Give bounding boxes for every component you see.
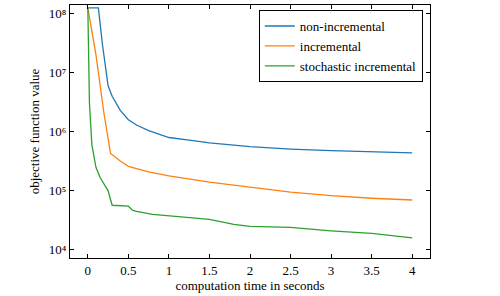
svg-text:3.5: 3.5: [363, 263, 379, 278]
svg-text:2.5: 2.5: [282, 263, 298, 278]
svg-text:4: 4: [409, 263, 416, 278]
svg-text:1: 1: [166, 263, 173, 278]
svg-text:10⁸: 10⁸: [49, 6, 67, 21]
svg-text:incremental: incremental: [300, 39, 362, 54]
svg-text:0.5: 0.5: [120, 263, 136, 278]
svg-text:1.5: 1.5: [201, 263, 217, 278]
svg-text:10⁴: 10⁴: [49, 242, 67, 257]
svg-text:non-incremental: non-incremental: [300, 19, 386, 34]
svg-text:2: 2: [247, 263, 254, 278]
svg-text:objective function value: objective function value: [27, 68, 42, 194]
svg-text:10⁷: 10⁷: [49, 65, 67, 80]
svg-text:computation time in seconds: computation time in seconds: [175, 278, 324, 293]
svg-text:10⁵: 10⁵: [49, 183, 67, 198]
svg-text:10⁶: 10⁶: [49, 124, 67, 139]
svg-text:0: 0: [85, 263, 92, 278]
svg-text:3: 3: [328, 263, 335, 278]
svg-text:stochastic incremental: stochastic incremental: [300, 59, 416, 74]
